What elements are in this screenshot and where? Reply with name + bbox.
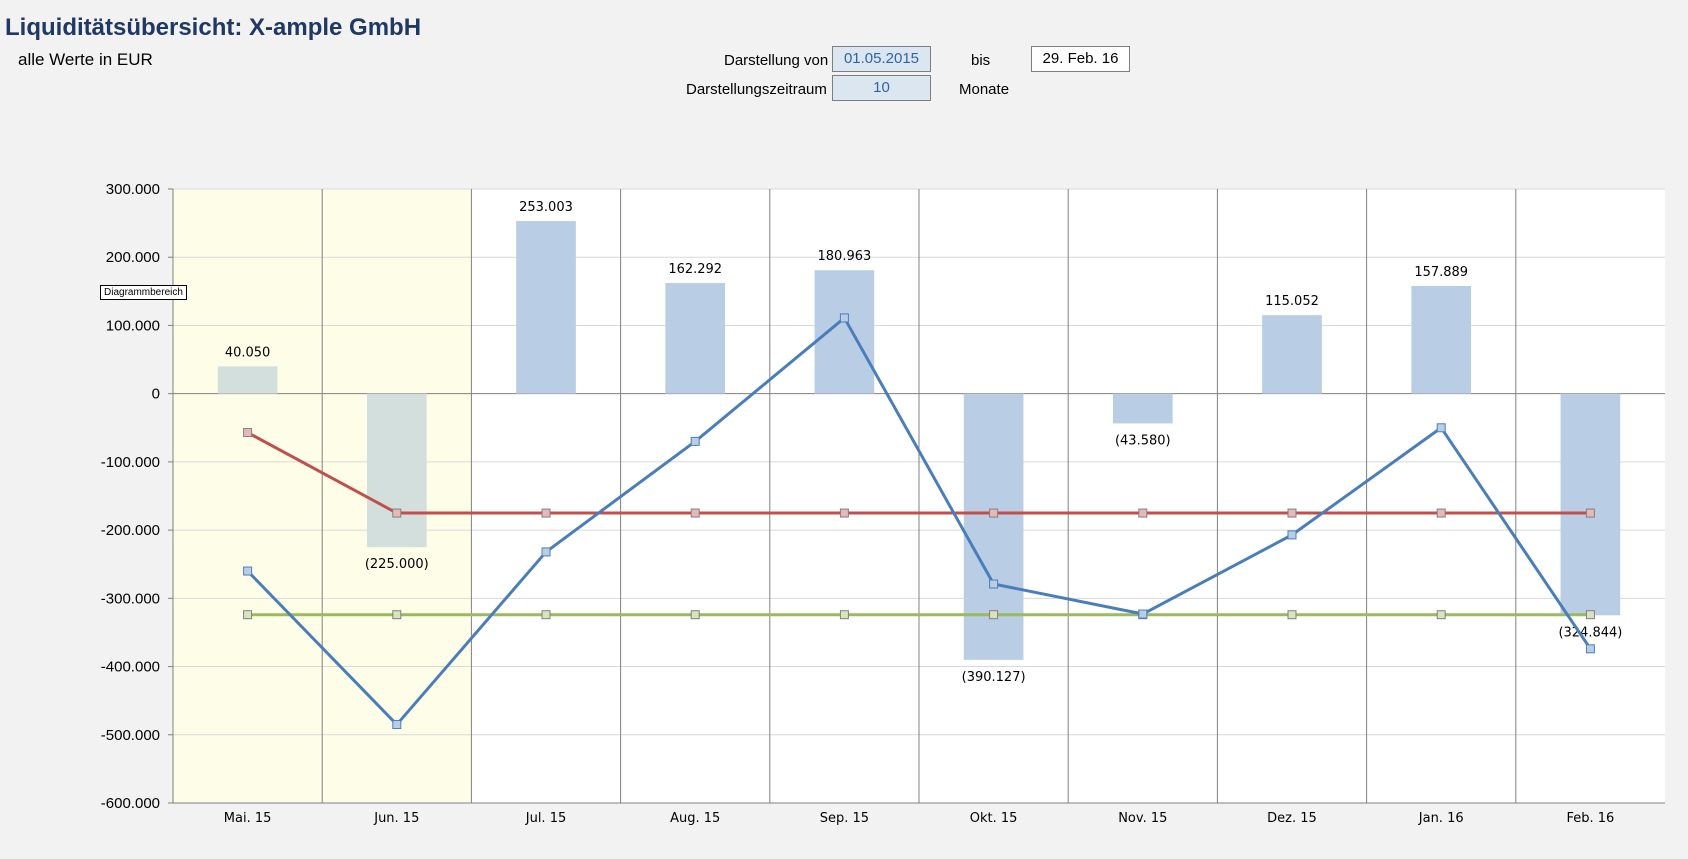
series-point: [541, 547, 551, 557]
series-point: [541, 610, 551, 620]
from-label: Darstellung von: [724, 52, 829, 69]
bar-data-label: (390.127): [962, 670, 1026, 685]
series-point: [1287, 530, 1297, 540]
series-point: [1585, 610, 1595, 620]
series-point: [1436, 610, 1446, 620]
series-point: [1138, 508, 1148, 518]
bar: [1112, 393, 1173, 424]
x-tick-label: Aug. 15: [670, 811, 720, 826]
series-point: [1436, 508, 1446, 518]
to-label: bis: [971, 52, 991, 69]
series-point: [1287, 610, 1297, 620]
series-point: [392, 720, 402, 730]
x-tick-label: Mai. 15: [224, 811, 272, 826]
series-point: [839, 610, 849, 620]
series-point: [243, 566, 253, 576]
y-tick-label: -100.000: [101, 454, 160, 471]
bar-data-label: 115.052: [1265, 294, 1319, 309]
y-tick-label: -500.000: [101, 727, 160, 744]
x-tick-label: Sep. 15: [820, 811, 869, 826]
y-tick-label: 200.000: [106, 249, 160, 266]
series-point: [1585, 644, 1595, 654]
x-tick-label: Nov. 15: [1118, 811, 1167, 826]
page-title: Liquiditätsübersicht: X-ample GmbH: [5, 14, 422, 41]
x-tick-label: Jan. 16: [1418, 811, 1464, 826]
bar-data-label: (324.844): [1558, 625, 1622, 640]
x-tick-label: Okt. 15: [970, 811, 1018, 826]
series-point: [541, 508, 551, 518]
y-tick-label: 100.000: [106, 317, 160, 334]
period-label: Darstellungszeitraum: [686, 81, 827, 98]
series-point: [243, 428, 253, 438]
series-line: [246, 431, 1591, 515]
series-point: [1138, 609, 1148, 619]
bar: [217, 366, 278, 394]
y-tick-label: -300.000: [101, 590, 160, 607]
bar-data-label: 253.003: [519, 200, 573, 215]
series-point: [839, 313, 849, 323]
series-point: [392, 610, 402, 620]
y-tick-label: 300.000: [106, 181, 160, 198]
bar: [1411, 285, 1472, 394]
series-point: [243, 610, 253, 620]
x-tick-label: Dez. 15: [1267, 811, 1317, 826]
bar: [814, 270, 875, 394]
bar-data-label: 162.292: [668, 262, 722, 277]
bar-data-label: 157.889: [1414, 265, 1468, 280]
x-tick-label: Jun. 15: [373, 811, 419, 826]
period-field[interactable]: 10: [832, 75, 931, 101]
series-point: [690, 508, 700, 518]
period-unit-label: Monate: [959, 81, 1010, 98]
series-point: [989, 508, 999, 518]
chart-area-tooltip: Diagrammbereich: [100, 285, 187, 300]
y-tick-label: -600.000: [101, 795, 160, 812]
series-point: [1436, 423, 1446, 433]
bar-data-label: (225.000): [365, 557, 429, 572]
bar: [665, 282, 726, 394]
to-date-field[interactable]: 29. Feb. 16: [1031, 46, 1130, 72]
series-point: [690, 610, 700, 620]
series-line: [246, 316, 1592, 727]
series-point: [1287, 508, 1297, 518]
bar: [366, 393, 427, 548]
series-point: [839, 508, 849, 518]
units-note: alle Werte in EUR: [18, 50, 153, 69]
y-tick-label: 0: [152, 386, 160, 403]
y-tick-label: -400.000: [101, 659, 160, 676]
bar-data-label: 180.963: [818, 249, 872, 264]
bar: [516, 221, 576, 394]
from-date-field[interactable]: 01.05.2015: [832, 46, 931, 72]
series-point: [989, 610, 999, 620]
bar-data-label: 40.050: [225, 345, 271, 360]
series-point: [989, 579, 999, 589]
series-point: [392, 508, 402, 518]
y-tick-label: -200.000: [101, 522, 160, 539]
series-point: [690, 436, 700, 446]
x-tick-label: Feb. 16: [1566, 811, 1614, 826]
x-tick-label: Jul. 15: [525, 811, 567, 826]
bar-data-label: (43.580): [1115, 433, 1171, 448]
bar: [963, 393, 1024, 660]
bar: [1560, 393, 1621, 616]
bar: [1262, 315, 1322, 394]
series-point: [1585, 508, 1595, 518]
